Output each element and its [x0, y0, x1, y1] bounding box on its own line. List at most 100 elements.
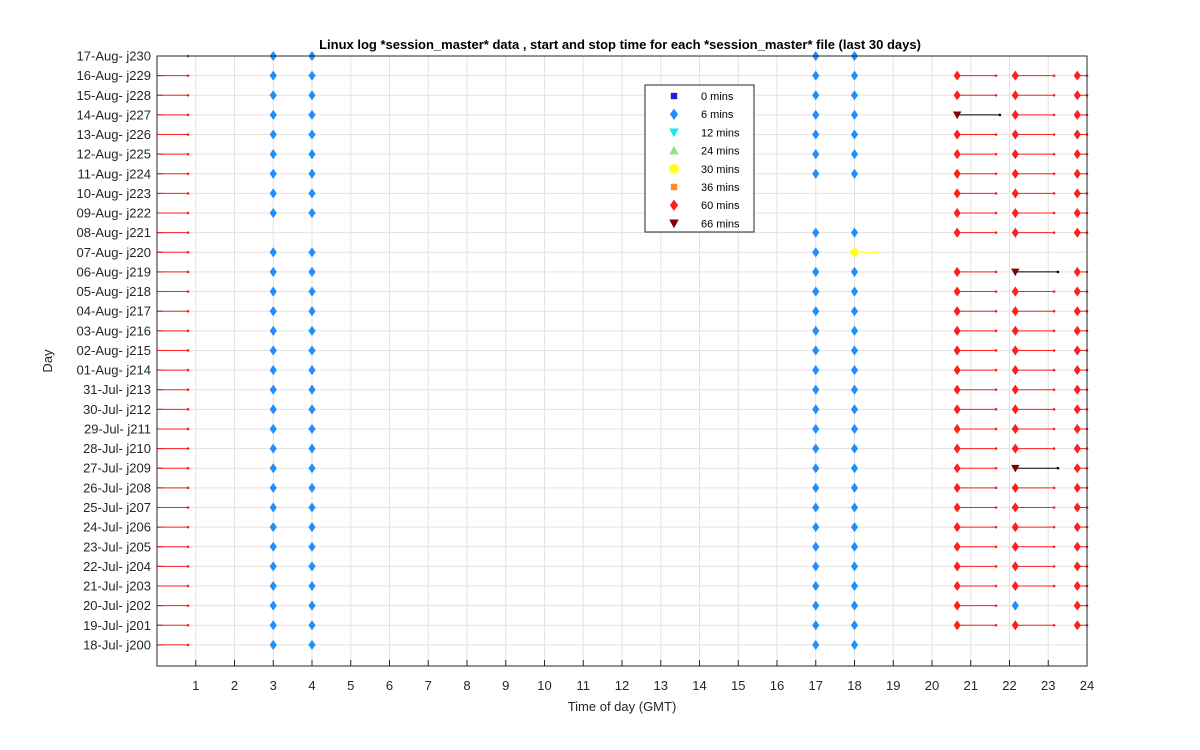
session-start-marker — [812, 620, 820, 631]
y-tick-label: 14-Aug- j227 — [77, 107, 151, 122]
session-stop-point — [186, 290, 190, 293]
session-stop-point — [994, 349, 998, 352]
session-start-marker — [1073, 463, 1081, 474]
session-start-marker — [308, 443, 316, 454]
session-start-marker — [269, 365, 277, 376]
session-stop-point — [994, 290, 998, 293]
session-start-marker — [308, 325, 316, 336]
y-tick-label: 20-Jul- j202 — [83, 598, 151, 613]
session-row — [157, 266, 1089, 277]
session-stop-point — [186, 152, 190, 156]
y-tick-label: 31-Jul- j213 — [83, 382, 151, 397]
session-start-marker — [953, 404, 961, 415]
session-start-marker — [1011, 404, 1019, 415]
session-start-marker — [850, 365, 859, 376]
session-start-marker — [953, 502, 961, 513]
session-row — [157, 149, 1089, 160]
session-start-marker — [953, 541, 961, 552]
session-start-marker — [269, 188, 277, 199]
session-start-marker — [953, 620, 961, 631]
legend-marker — [670, 183, 678, 191]
session-start-marker — [1011, 443, 1019, 454]
session-stop-point — [1052, 113, 1056, 117]
session-start-marker — [1073, 443, 1081, 454]
session-start-marker — [812, 90, 820, 101]
session-start-marker — [850, 522, 859, 533]
session-start-marker — [269, 345, 277, 356]
session-stop-point — [1052, 545, 1056, 549]
session-stop-point — [1052, 290, 1056, 293]
session-stop-point — [994, 231, 998, 234]
session-start-marker — [308, 482, 316, 493]
x-tick-label: 22 — [1002, 678, 1016, 693]
session-start-marker — [269, 423, 277, 435]
session-stop-point — [994, 309, 998, 313]
session-start-marker — [308, 639, 316, 650]
session-start-marker — [308, 247, 316, 258]
session-start-marker — [812, 600, 820, 611]
session-start-marker — [308, 306, 316, 317]
legend-marker — [669, 164, 679, 174]
x-axis-label: Time of day (GMT) — [568, 699, 677, 714]
session-start-marker — [1073, 384, 1081, 395]
session-stop-point — [1052, 309, 1056, 313]
x-tick-label: 3 — [270, 678, 277, 693]
session-start-marker — [269, 325, 277, 336]
session-start-marker — [953, 423, 961, 435]
session-stop-point — [1052, 368, 1056, 372]
x-tick-label: 23 — [1041, 678, 1055, 693]
session-start-marker — [269, 561, 277, 572]
session-start-marker — [308, 541, 316, 552]
y-axis-label: Day — [40, 349, 55, 373]
session-stop-point — [994, 525, 998, 529]
session-start-marker — [953, 463, 961, 474]
session-start-marker — [850, 620, 859, 631]
session-start-marker — [812, 502, 820, 513]
session-stop-point — [186, 231, 190, 234]
session-start-marker — [269, 90, 277, 101]
y-tick-label: 16-Aug- j229 — [77, 68, 151, 83]
session-start-marker — [1073, 286, 1081, 297]
session-start-marker — [812, 384, 820, 395]
session-stop-point — [994, 565, 998, 568]
session-start-marker — [1073, 306, 1081, 317]
session-stop-point — [994, 604, 998, 607]
session-start-marker — [812, 286, 820, 297]
legend-item: 24 mins — [669, 146, 740, 158]
y-tick-label: 12-Aug- j225 — [77, 147, 151, 162]
session-start-marker — [850, 541, 859, 552]
session-start-marker — [1073, 109, 1081, 120]
session-row — [157, 286, 1089, 297]
session-row — [157, 482, 1089, 493]
session-stop-point — [186, 113, 190, 117]
session-start-marker — [850, 384, 859, 395]
y-tick-label: 25-Jul- j207 — [83, 500, 151, 515]
session-start-marker — [308, 109, 316, 120]
grid — [157, 55, 1088, 666]
session-row — [157, 384, 1089, 395]
x-tick-label: 5 — [347, 678, 354, 693]
session-start-marker — [308, 423, 316, 435]
x-tick-label: 8 — [463, 678, 470, 693]
session-stop-point — [994, 74, 998, 77]
plot-frame — [156, 55, 1088, 667]
session-row — [157, 227, 1089, 238]
y-tick-label: 13-Aug- j226 — [77, 127, 151, 142]
x-tick-label: 18 — [847, 678, 861, 693]
session-start-marker — [1073, 208, 1081, 219]
session-start-marker — [850, 248, 859, 257]
session-start-marker — [953, 580, 961, 592]
session-row — [157, 639, 859, 650]
session-start-marker — [1011, 384, 1019, 395]
session-stop-point — [994, 408, 998, 411]
session-stop-point — [186, 584, 190, 588]
session-stop-point — [186, 329, 190, 333]
session-stop-point — [186, 192, 190, 195]
session-stop-point — [1052, 231, 1056, 234]
session-start-marker — [1011, 70, 1019, 81]
session-start-marker — [812, 443, 820, 454]
session-start-marker — [1011, 90, 1019, 101]
session-stop-point — [186, 270, 190, 274]
session-stop-point — [186, 545, 190, 549]
session-stop-point — [994, 466, 998, 470]
